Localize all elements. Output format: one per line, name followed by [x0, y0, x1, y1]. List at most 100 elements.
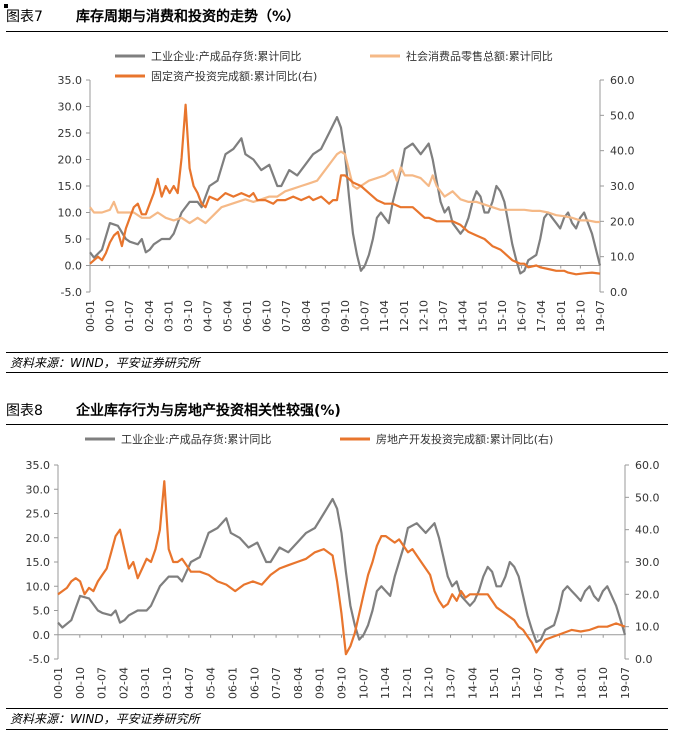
figure-7-source-rule	[6, 352, 668, 353]
series-line-1	[57, 480, 626, 656]
right-tick-label: 40.0	[635, 524, 660, 537]
right-tick-label: 60.0	[635, 459, 660, 472]
right-tick-label: 0.0	[635, 653, 653, 666]
x-tick-label: 12-01	[398, 300, 411, 332]
x-tick-label: 14-04	[466, 667, 479, 699]
x-tick-label: 14-04	[457, 300, 470, 332]
figure-8-source: 资料来源：WIND，平安证券研究所	[10, 712, 200, 726]
x-tick-label: 18-10	[597, 667, 610, 699]
figure-7-number: 图表7	[6, 9, 43, 25]
x-tick-label: 12-10	[423, 667, 436, 699]
legend-label-1: 房地产开发投资完成额:累计同比(右)	[376, 432, 553, 446]
figure-7-title: 图表7 库存周期与消费和投资的走势（%）	[6, 6, 666, 28]
legend-label-0: 工业企业:产成品存货:累计同比	[121, 432, 271, 446]
x-tick-label: 16-07	[532, 667, 545, 699]
right-tick-label: 20.0	[610, 215, 635, 228]
x-tick-label: 15-10	[496, 300, 509, 332]
x-tick-label: 00-01	[84, 300, 97, 332]
x-tick-label: 04-07	[202, 300, 215, 332]
x-tick-label: 10-07	[357, 667, 370, 699]
x-tick-label: 03-01	[162, 300, 175, 332]
x-tick-label: 19-07	[619, 667, 632, 699]
right-tick-label: 0.0	[610, 286, 628, 299]
left-tick-label: -5.0	[61, 286, 82, 299]
left-tick-label: 5.0	[33, 605, 51, 618]
x-tick-label: 10-07	[359, 300, 372, 332]
x-tick-label: 08-04	[292, 667, 305, 699]
x-tick-label: 01-07	[96, 667, 109, 699]
x-tick-label: 06-10	[261, 300, 274, 332]
left-tick-label: 0.0	[65, 260, 83, 273]
figure-8-title: 图表8 企业库存行为与房地产投资相关性较强(%)	[6, 400, 666, 422]
figure-7-bottom-rule	[6, 372, 668, 373]
right-tick-label: 40.0	[610, 145, 635, 158]
x-tick-label: 07-07	[280, 300, 293, 332]
figure-7-caption: 库存周期与消费和投资的走势（%）	[76, 9, 301, 25]
series-line-0	[57, 497, 627, 644]
figure-8-bottom-rule	[6, 729, 668, 730]
x-tick-label: 09-01	[319, 300, 332, 332]
legend-label-0: 工业企业:产成品存货:累计同比	[151, 49, 301, 63]
left-tick-label: 15.0	[58, 180, 83, 193]
series-line-2	[89, 103, 601, 276]
figure-7-source: 资料来源：WIND，平安证券研究所	[10, 356, 200, 370]
x-tick-label: 18-01	[575, 667, 588, 699]
x-tick-label: 02-04	[143, 300, 156, 332]
left-tick-label: 20.0	[26, 532, 51, 545]
left-tick-label: 35.0	[58, 74, 83, 87]
x-tick-label: 03-01	[139, 667, 152, 699]
x-tick-label: 06-10	[248, 667, 261, 699]
figure-8-top-rule	[6, 424, 668, 425]
figure-8-source-rule	[6, 708, 668, 709]
x-tick-label: 13-07	[437, 300, 450, 332]
x-tick-label: 12-01	[401, 667, 414, 699]
figure-7-top-rule	[6, 31, 668, 32]
x-tick-label: 08-04	[300, 300, 313, 332]
left-tick-label: 35.0	[26, 459, 51, 472]
right-tick-label: 20.0	[635, 588, 660, 601]
x-tick-label: 06-01	[226, 667, 239, 699]
left-tick-label: 20.0	[58, 154, 83, 167]
x-tick-label: 06-01	[241, 300, 254, 332]
x-tick-label: 03-10	[182, 300, 195, 332]
x-tick-label: 15-01	[488, 667, 501, 699]
x-tick-label: 05-04	[205, 667, 218, 699]
x-tick-label: 18-01	[555, 300, 568, 332]
x-tick-label: 17-04	[554, 667, 567, 699]
legend-label-1: 社会消费品零售总额:累计同比	[406, 49, 553, 63]
x-tick-label: 09-01	[314, 667, 327, 699]
figure-7-chart: 35.0 30.0 25.0 20.0 15.0 10.0 5.0 0.0 -5.0 60.0 50…	[58, 49, 635, 332]
right-tick-label: 30.0	[610, 180, 635, 193]
x-tick-label: 00-10	[104, 300, 117, 332]
series-line-0	[89, 116, 602, 275]
right-tick-label: 50.0	[610, 109, 635, 122]
left-tick-label: 10.0	[26, 580, 51, 593]
x-tick-label: 03-10	[161, 667, 174, 699]
right-tick-label: 30.0	[635, 556, 660, 569]
x-tick-label: 02-04	[117, 667, 130, 699]
left-tick-label: 5.0	[65, 233, 83, 246]
x-tick-label: 12-10	[417, 300, 430, 332]
x-tick-label: 11-04	[379, 667, 392, 699]
left-tick-label: 25.0	[58, 127, 83, 140]
right-tick-label: 10.0	[635, 621, 660, 634]
x-tick-label: 05-04	[221, 300, 234, 332]
x-tick-label: 13-07	[445, 667, 458, 699]
figure-8-caption: 企业库存行为与房地产投资相关性较强(%)	[76, 403, 341, 419]
left-tick-label: 15.0	[26, 556, 51, 569]
x-tick-label: 15-01	[476, 300, 489, 332]
left-tick-label: 30.0	[26, 483, 51, 496]
left-tick-label: 10.0	[58, 207, 83, 220]
figure-8-chart: 35.0 30.0 25.0 20.0 15.0 10.0 5.0 0.0 -5.0 60.0 50…	[26, 432, 660, 699]
left-tick-label: 0.0	[33, 629, 51, 642]
x-tick-label: 00-01	[52, 667, 65, 699]
x-tick-label: 01-07	[123, 300, 136, 332]
left-tick-label: -5.0	[29, 653, 50, 666]
right-tick-label: 10.0	[610, 251, 635, 264]
x-tick-label: 00-10	[74, 667, 87, 699]
right-tick-label: 50.0	[635, 491, 660, 504]
x-tick-label: 19-07	[594, 300, 607, 332]
left-tick-label: 25.0	[26, 508, 51, 521]
page-corner-marker	[4, 4, 8, 8]
x-tick-label: 09-10	[336, 667, 349, 699]
